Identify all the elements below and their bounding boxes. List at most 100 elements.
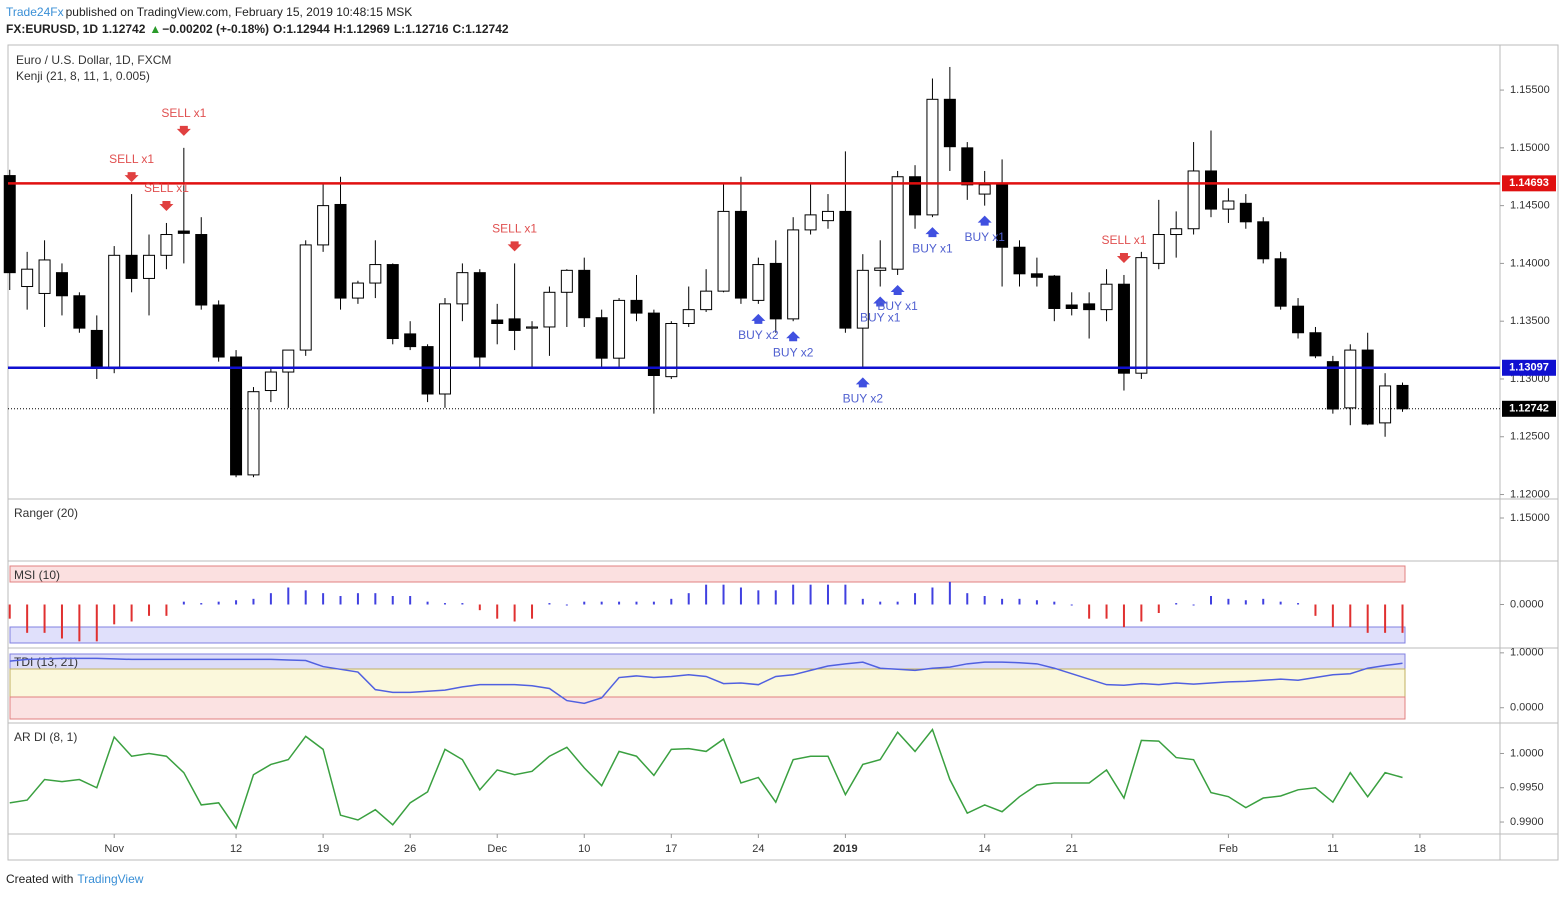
candle-body — [386, 264, 399, 340]
candle-body — [1309, 332, 1322, 357]
histogram-bar — [1088, 604, 1091, 619]
candle-body — [1117, 283, 1130, 374]
candle-body — [1083, 303, 1096, 311]
histogram-bar — [809, 584, 812, 605]
histogram-bar — [95, 604, 98, 642]
histogram-bar — [148, 604, 151, 616]
candle-body — [177, 230, 190, 234]
x-tick-label: 24 — [752, 843, 764, 855]
histogram-bar — [478, 604, 481, 611]
pane-title: MSI (10) — [14, 568, 60, 582]
candle-body — [1013, 246, 1026, 275]
histogram-bar — [618, 601, 621, 605]
frame — [7, 44, 1559, 861]
indicator-line — [9, 727, 1403, 830]
sell-arrow — [159, 200, 174, 211]
candle-body — [909, 176, 922, 216]
x-tick-label: 12 — [230, 843, 242, 855]
x-tick-label: Feb — [1219, 843, 1238, 855]
candle-body — [473, 272, 486, 358]
candle-body — [456, 272, 469, 305]
histogram-bar — [374, 593, 377, 605]
histogram-bar — [1297, 603, 1300, 605]
histogram-bar — [26, 604, 29, 633]
y-tick-label: 1.12500 — [1510, 431, 1550, 443]
histogram-bar — [322, 593, 325, 605]
histogram-bar — [531, 604, 534, 619]
brand[interactable]: TradingView — [77, 872, 144, 886]
change-arrow: ▲ — [149, 22, 162, 36]
histogram-bar — [635, 601, 638, 605]
buy-arrow — [855, 377, 870, 388]
candle-body — [560, 269, 573, 293]
histogram-bar — [548, 603, 551, 605]
quote-line: FX:EURUSD, 1D 1.12742 ▲−0.00202 (+-0.18%) O… — [6, 22, 513, 36]
x-tick-label: 26 — [404, 843, 416, 855]
histogram-bar — [600, 601, 603, 605]
candle-body — [369, 264, 382, 284]
x-tick-label: 10 — [578, 843, 590, 855]
y-tick-label: 1.13500 — [1510, 315, 1550, 327]
candle-body — [682, 309, 695, 325]
candle-body — [961, 147, 974, 186]
histogram-bar — [652, 601, 655, 605]
level-label: 1.12742 — [1509, 403, 1549, 415]
histogram-bar — [757, 590, 760, 605]
histogram-bar — [60, 604, 63, 639]
pane-title: TDI (13, 21) — [14, 655, 78, 669]
candle-body — [351, 282, 364, 299]
x-tick-label: Dec — [487, 843, 507, 855]
histogram-bar — [1210, 596, 1213, 605]
buy-arrow — [925, 227, 940, 238]
candle-body — [769, 262, 782, 320]
candle-body — [508, 318, 521, 331]
histogram-bar — [1001, 598, 1004, 605]
candle-body — [125, 254, 138, 279]
x-tick-label: 17 — [665, 843, 677, 855]
msi-lower-band — [9, 626, 1406, 644]
candle-body — [247, 391, 260, 476]
y-tick-label: 1.12000 — [1510, 488, 1550, 500]
candle-body — [821, 210, 834, 222]
histogram-bar — [1227, 598, 1230, 605]
buy-arrow — [873, 296, 888, 307]
histogram-bar — [1157, 604, 1160, 613]
histogram-bar — [1314, 604, 1317, 616]
author[interactable]: Trade24Fx — [6, 5, 64, 19]
histogram-bar — [513, 604, 516, 622]
histogram-bar — [1140, 604, 1143, 622]
candle-body — [734, 210, 747, 299]
candle-body — [282, 349, 295, 373]
buy-label: BUY x1 — [860, 311, 901, 325]
histogram-bar — [826, 584, 829, 605]
histogram-bar — [426, 601, 429, 605]
candle-body — [90, 329, 103, 367]
histogram-bar — [252, 598, 255, 605]
footer: Created with TradingView — [6, 872, 143, 886]
y-tick-label: 1.13000 — [1510, 373, 1550, 385]
candle-body — [1361, 349, 1374, 425]
candle-body — [717, 210, 730, 292]
candle-body — [1326, 361, 1339, 410]
sell-label: SELL x1 — [144, 181, 189, 195]
published: published on TradingView.com, February 1… — [65, 5, 413, 19]
histogram-bar — [165, 604, 168, 616]
candle-body — [1187, 170, 1200, 230]
candle-body — [647, 312, 660, 377]
y-tick-label: 1.15500 — [1510, 84, 1550, 96]
histogram-bar — [409, 596, 412, 605]
histogram-bar — [1105, 604, 1108, 619]
histogram-bar — [1053, 601, 1056, 605]
y-tick-label: 0.0000 — [1510, 702, 1544, 714]
symbol-title: Euro / U.S. Dollar, 1D, FXCM — [16, 53, 171, 67]
buy-label: BUY x2 — [773, 345, 814, 359]
histogram-bar — [269, 593, 272, 605]
histogram-bar — [1035, 600, 1038, 605]
y-tick-label: 1.15000 — [1510, 142, 1550, 154]
histogram-bar — [966, 593, 969, 605]
histogram-bar — [1279, 601, 1282, 605]
candle-body — [421, 346, 434, 395]
change: −0.00202 (+-0.18%) — [162, 22, 270, 36]
candle-body — [595, 317, 608, 359]
